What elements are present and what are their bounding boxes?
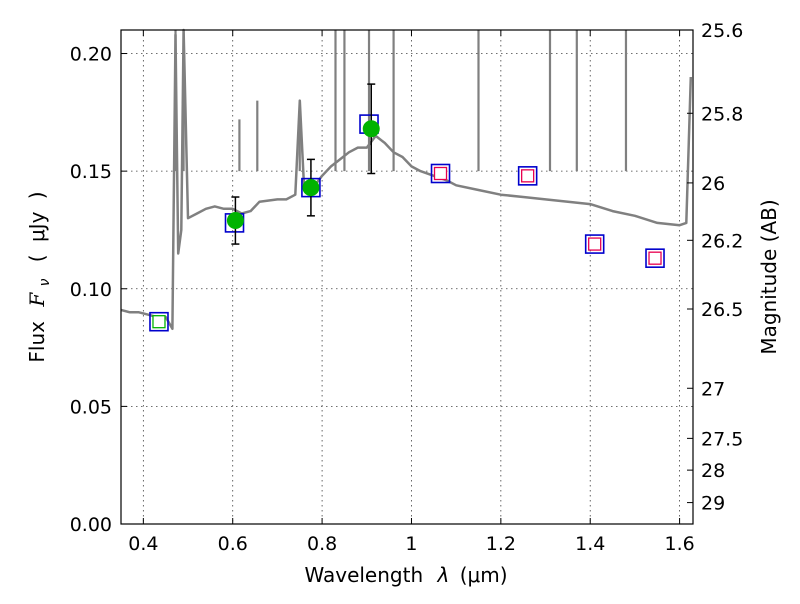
right-axis-label: Magnitude (AB)	[757, 199, 781, 354]
upper-limit-marker	[588, 237, 602, 251]
upper-limit-marker	[433, 166, 448, 181]
x-axis-label: Wavelength λ (μm)	[304, 563, 507, 587]
y-axis-label-close: )	[25, 191, 49, 199]
x-tick-label: 0.6	[218, 533, 248, 555]
model-photometry-box	[430, 163, 451, 184]
y-axis-label-subscript: ν	[37, 278, 53, 286]
magnitude-tick-label: 26.5	[701, 299, 743, 321]
observed-flux-point	[302, 179, 320, 197]
x-axis-label-symbol: λ	[437, 563, 450, 587]
model-photometry-box	[517, 166, 538, 186]
y-axis-label-open: (	[25, 254, 49, 262]
y-axis-label-unit: μJy	[25, 211, 49, 242]
model-photometry-box	[645, 248, 665, 268]
y-axis-label: Flux F ν ( μJy )	[25, 191, 54, 362]
nondetection-marker	[152, 315, 166, 329]
magnitude-tick-label: 27	[701, 378, 725, 400]
y-tick-label: 0.00	[70, 514, 112, 536]
sed-curve-layer	[120, 28, 693, 331]
x-tick-label: 0.4	[128, 533, 158, 555]
observed-flux-point	[362, 120, 380, 138]
y-tick-label: 0.15	[70, 161, 112, 183]
x-tick-label: 1.6	[664, 533, 694, 555]
y-tick-label: 0.05	[70, 396, 112, 418]
magnitude-tick-label: 29	[701, 493, 725, 515]
tick-layer: 0.4 0.6 0.8 1 1.2 1.4 1.6 0.00 0.05 0.10 0.15 0.20 2…	[70, 20, 744, 555]
x-tick-label: 1.4	[575, 533, 605, 555]
grid-layer	[121, 30, 693, 525]
magnitude-tick-label: 26	[701, 173, 725, 195]
y-axis-label-text: Flux	[25, 321, 49, 363]
magnitude-tick-label: 25.6	[701, 20, 743, 42]
y-tick-label: 0.20	[70, 44, 112, 66]
plot-frame	[120, 29, 694, 525]
magnitude-tick-label: 25.8	[701, 103, 743, 125]
sed-spectrum-line	[120, 28, 693, 331]
observed-flux-point	[226, 212, 244, 230]
upper-limit-marker	[521, 169, 535, 183]
x-tick-label: 1.2	[486, 533, 516, 555]
x-tick-label: 0.8	[307, 533, 337, 555]
magnitude-tick-label: 28	[701, 460, 725, 482]
upper-limit-marker	[648, 251, 662, 265]
model-photometry-box	[584, 234, 605, 254]
x-tick-label: 1	[405, 533, 417, 555]
model-photometry-box	[149, 311, 169, 332]
y-tick-label: 0.10	[70, 279, 112, 301]
x-axis-label-unit: (μm)	[460, 563, 508, 587]
magnitude-tick-label: 27.5	[701, 428, 743, 450]
x-axis-label-text: Wavelength	[304, 563, 423, 587]
photometry-marker-layer	[149, 83, 665, 332]
y-axis-label-symbol: F	[25, 292, 49, 308]
magnitude-tick-label: 26.2	[701, 230, 743, 252]
